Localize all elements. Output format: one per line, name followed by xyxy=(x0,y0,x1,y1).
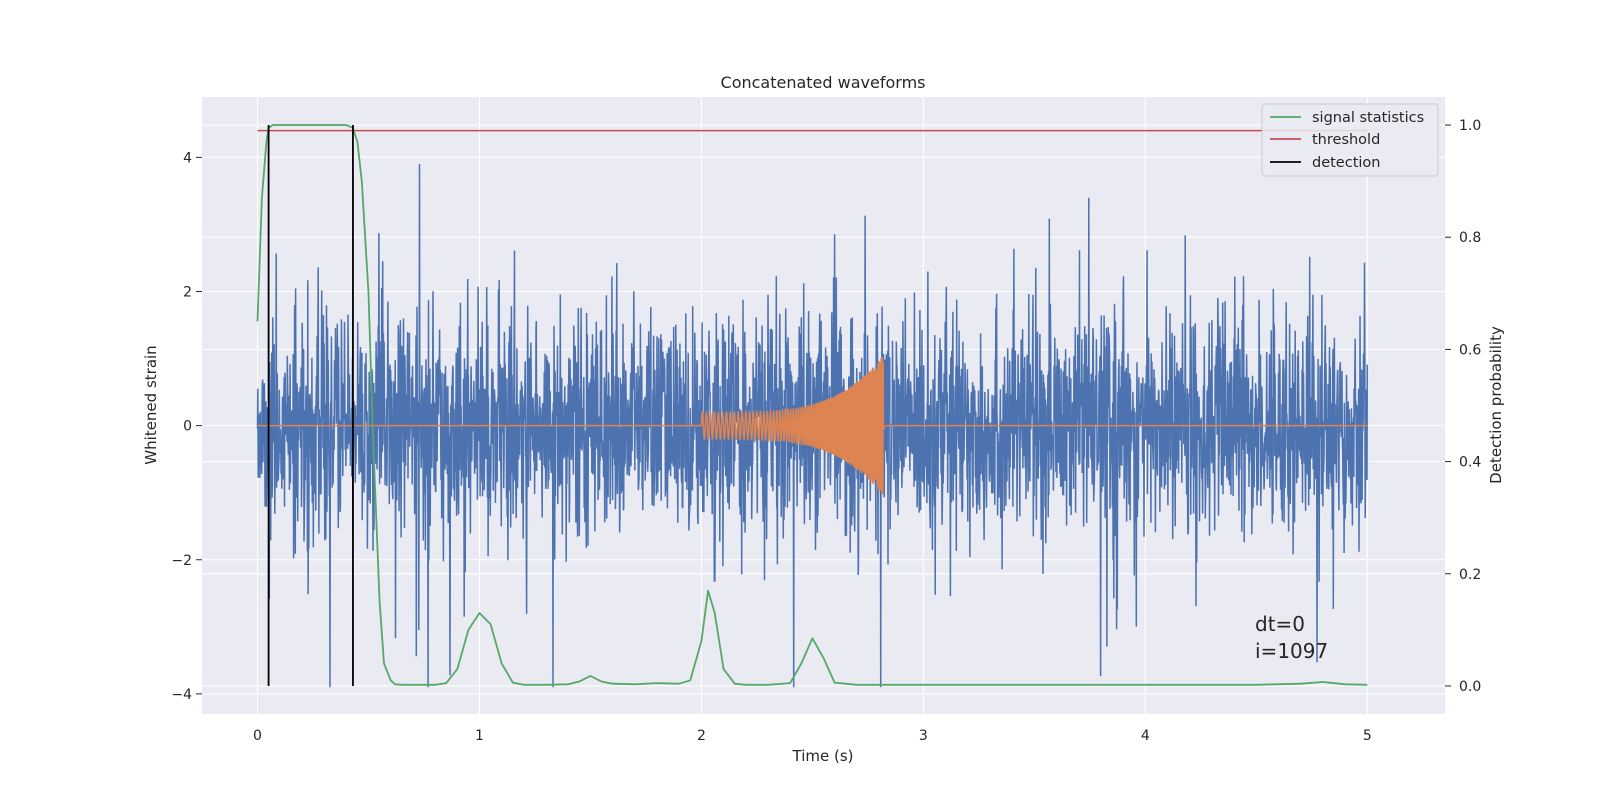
y2-tick-label: 0.6 xyxy=(1459,342,1481,358)
x-axis-label: Time (s) xyxy=(792,747,854,765)
legend-label-detection: detection xyxy=(1312,155,1380,171)
y-tick-label: 4 xyxy=(183,150,192,166)
legend-label-signal-statistics: signal statistics xyxy=(1312,110,1424,126)
legend: signal statistics threshold detection xyxy=(1261,103,1439,177)
x-tick-label: 5 xyxy=(1363,728,1372,744)
y2-tick-label: 0.0 xyxy=(1459,679,1481,695)
y2-tick-label: 0.2 xyxy=(1459,567,1481,583)
legend-box xyxy=(1261,103,1439,177)
legend-label-threshold: threshold xyxy=(1312,132,1380,148)
y-tick-label: −2 xyxy=(171,553,192,569)
y2-tick-label: 0.4 xyxy=(1459,455,1481,471)
x-tick-label: 3 xyxy=(919,728,928,744)
x-tick-label: 0 xyxy=(253,728,262,744)
series-layer xyxy=(256,124,1369,688)
x-tick-label: 4 xyxy=(1141,728,1150,744)
y2-tick-label: 1.0 xyxy=(1459,118,1481,134)
annotation-dt: dt=0 xyxy=(1255,612,1305,636)
x-tick-label: 1 xyxy=(475,728,484,744)
y-tick-label: 2 xyxy=(183,284,192,300)
ticks: 0 1 2 3 4 5 −4 −2 0 2 4 0.0 0.2 0.4 0.6 0.8 1.0 xyxy=(171,118,1481,744)
x-tick-label: 2 xyxy=(697,728,706,744)
chart-title: Concatenated waveforms xyxy=(721,73,926,92)
y2-axis-label: Detection probability xyxy=(1487,326,1505,484)
series-signal-statistics xyxy=(256,124,1368,686)
series-injected-waveform xyxy=(257,357,1368,495)
y-tick-label: 0 xyxy=(183,419,192,435)
y2-tick-label: 0.8 xyxy=(1459,230,1481,246)
annotation-index: i=1097 xyxy=(1255,639,1328,663)
y-axis-label: Whitened strain xyxy=(142,345,160,464)
y-tick-label: −4 xyxy=(171,687,192,703)
